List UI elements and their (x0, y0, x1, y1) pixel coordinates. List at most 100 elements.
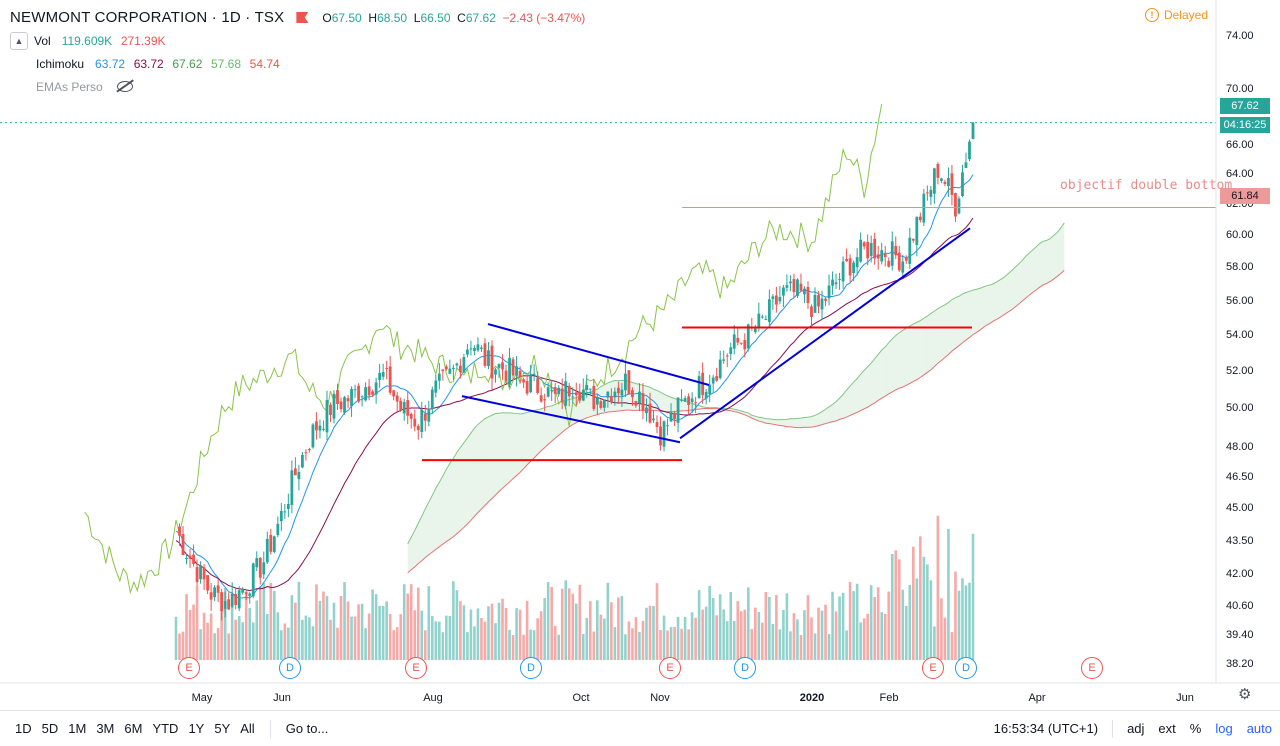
cloud-segment (913, 322, 917, 382)
volume-bar (364, 628, 367, 660)
cloud-segment (944, 302, 949, 358)
cloud-segment (804, 417, 808, 428)
volume-bar (322, 591, 325, 660)
timeframe-6m[interactable]: 6M (124, 721, 143, 736)
timeframe-5y[interactable]: 5Y (214, 721, 231, 736)
candle-body (820, 298, 824, 310)
timeframe-3m[interactable]: 3M (96, 721, 115, 736)
gear-icon[interactable]: ⚙ (1238, 686, 1252, 703)
cloud-segment (874, 354, 879, 403)
candle-body (564, 381, 568, 406)
volume-bar (729, 592, 733, 660)
candle-body (578, 392, 582, 401)
candle-body (932, 168, 936, 194)
earnings-event-icon[interactable]: E (405, 657, 427, 679)
ext-toggle[interactable]: ext (1158, 721, 1176, 736)
volume-bar (280, 630, 283, 660)
candle-body (392, 390, 396, 397)
cloud-segment (484, 416, 489, 506)
hidden-eye-icon[interactable] (116, 81, 133, 92)
cloud-segment (969, 290, 973, 338)
cloud-segment (797, 418, 801, 428)
volume-bar (350, 616, 353, 660)
kijun-line (175, 217, 974, 592)
candle-body (430, 389, 434, 410)
timeframe-all[interactable]: All (240, 721, 255, 736)
cloud-segment (818, 411, 823, 426)
candle-body (550, 390, 554, 392)
volume-bar (613, 627, 617, 660)
cloud-segment (548, 405, 552, 445)
volume-bar (578, 584, 582, 660)
cloud-segment (499, 412, 503, 492)
cloud-segment (411, 530, 415, 570)
volume-bar (933, 626, 936, 660)
clock-timezone[interactable]: 16:53:34 (UTC+1) (993, 721, 1099, 736)
flag-icon[interactable] (296, 12, 309, 23)
vol-indicator-row[interactable]: ▲ Vol 119.609K 271.39K (10, 29, 585, 52)
ichimoku-indicator-row[interactable]: Ichimoku 63.72 63.72 67.62 57.68 54.74 (36, 56, 280, 72)
emas-indicator-row[interactable]: EMAs Perso (10, 75, 585, 98)
cloud-segment (467, 432, 471, 525)
cloud-segment (934, 308, 938, 367)
percent-toggle[interactable]: % (1189, 721, 1202, 736)
goto-button[interactable]: Go to... (285, 721, 329, 736)
timeframe-1d[interactable]: 1D (15, 721, 32, 736)
cloud-segment (530, 410, 535, 462)
cloud-segment (973, 289, 977, 335)
volume-bar (332, 602, 336, 660)
cloud-segment (516, 413, 521, 476)
candle-body (325, 400, 329, 433)
candle-body (427, 410, 431, 422)
cloud-segment (878, 350, 882, 401)
cloud-segment (1046, 238, 1051, 284)
candle-body (943, 181, 947, 184)
timeframe-1m[interactable]: 1M (68, 721, 87, 736)
volume-bar (181, 631, 185, 660)
cloud-segment (899, 330, 903, 389)
time-label: Jun (1176, 692, 1194, 704)
earnings-event-icon[interactable]: E (178, 657, 200, 679)
earnings-event-icon[interactable]: E (922, 657, 944, 679)
adj-toggle[interactable]: adj (1127, 721, 1145, 736)
volume-bar (466, 632, 469, 660)
dividend-event-icon[interactable]: D (955, 657, 977, 679)
target-annotation[interactable]: objectif double bottom (1060, 178, 1233, 193)
volume-bar (315, 584, 318, 660)
cloud-segment (843, 390, 847, 419)
candle-body (511, 359, 515, 376)
candle-body (824, 298, 827, 301)
candle-body (339, 401, 343, 410)
dividend-event-icon[interactable]: D (279, 657, 301, 679)
dividend-event-icon[interactable]: D (734, 657, 756, 679)
volume-bar (922, 556, 926, 660)
volume-bar (539, 611, 543, 660)
earnings-event-icon[interactable]: E (659, 657, 681, 679)
volume-bar (227, 633, 230, 660)
volume-bar (276, 612, 280, 660)
log-toggle[interactable]: log (1215, 721, 1233, 736)
volume-bar (704, 606, 708, 660)
cloud-segment (551, 404, 556, 442)
volume-bar (859, 622, 862, 660)
volume-bar (329, 619, 332, 660)
earnings-event-icon[interactable]: E (1081, 657, 1103, 679)
volume-bar (480, 618, 483, 660)
cloud-segment (987, 284, 991, 325)
price-tick-label: 74.00 (1226, 30, 1254, 43)
symbol-title[interactable]: NEWMONT CORPORATION · 1D · TSX (10, 9, 285, 26)
price-chart[interactable] (0, 0, 1280, 710)
price-tick-label: 38.20 (1226, 658, 1254, 670)
delayed-badge[interactable]: ! Delayed (1144, 8, 1208, 22)
volume-bar (508, 629, 511, 660)
dividend-event-icon[interactable]: D (520, 657, 542, 679)
auto-toggle[interactable]: auto (1246, 721, 1272, 736)
timeframe-1y[interactable]: 1Y (188, 721, 205, 736)
price-tick-label: 64.00 (1226, 167, 1254, 180)
timeframe-5d[interactable]: 5D (41, 721, 59, 736)
volume-bar (308, 617, 311, 660)
volume-bar (940, 598, 943, 660)
collapse-legend-button[interactable]: ▲ (10, 31, 28, 50)
timeframe-ytd[interactable]: YTD (152, 721, 179, 736)
candle-body (290, 470, 294, 505)
